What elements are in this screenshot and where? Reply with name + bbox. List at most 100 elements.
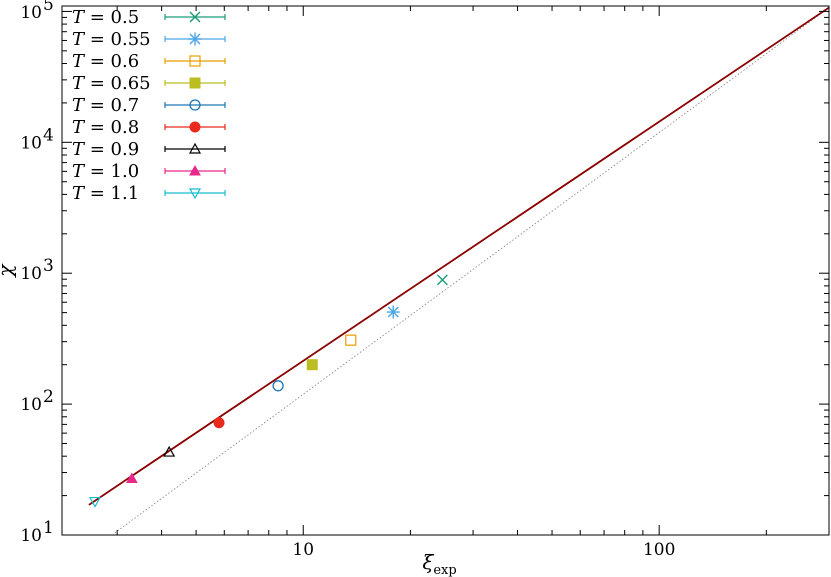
legend-entry: T = 0.5 — [72, 7, 226, 28]
legend-label-variable: T — [72, 7, 86, 28]
legend-label: T = 1.1 — [72, 183, 139, 204]
marker-shape — [189, 55, 201, 67]
y-tick-label: 10 — [20, 526, 42, 546]
data-point — [213, 417, 225, 429]
marker-stroke — [436, 274, 448, 286]
marker-shape — [163, 445, 176, 457]
data-point — [306, 359, 318, 371]
marker-shape — [345, 334, 357, 346]
y-tick-label-base: 10 — [20, 3, 42, 23]
legend-label-value: = 0.5 — [84, 7, 139, 28]
marker-shape — [306, 359, 318, 371]
axis-labels: ξexp χ — [0, 263, 457, 577]
data-point — [163, 445, 176, 457]
legend-marker — [189, 55, 201, 67]
y-tick-label-exponent: 4 — [43, 125, 54, 145]
x-tick-label: 100 — [643, 540, 675, 560]
marker-shape — [126, 472, 138, 484]
marker-stroke — [189, 11, 201, 23]
legend-label-value: = 1.0 — [84, 161, 139, 182]
marker-shape — [189, 77, 201, 89]
legend-entry: T = 0.7 — [72, 95, 226, 116]
data-point — [126, 472, 138, 484]
legend-label: T = 0.5 — [72, 7, 139, 28]
legend-label-value: = 1.1 — [84, 183, 139, 204]
marker-shape — [189, 164, 201, 176]
legend-label-variable: T — [72, 73, 86, 94]
legend-marker — [189, 164, 201, 176]
legend-label-variable: T — [72, 183, 86, 204]
y-tick-label-base: 10 — [20, 264, 42, 284]
fit-line — [88, 6, 829, 506]
data-point — [386, 305, 400, 319]
marker-shape — [188, 142, 202, 154]
legend-label-variable: T — [72, 161, 86, 182]
legend-entry: T = 1.0 — [72, 161, 226, 182]
legend-entry: T = 0.65 — [72, 73, 226, 94]
legend-label-variable: T — [72, 29, 86, 50]
y-axis-label: χ — [0, 263, 17, 279]
legend-entry: T = 0.6 — [72, 51, 226, 72]
legend-marker — [189, 99, 201, 111]
data-point — [436, 274, 448, 286]
y-tick-label: 10 — [20, 395, 42, 415]
data-point — [345, 334, 357, 346]
data-point — [272, 380, 284, 392]
legend-label: T = 0.6 — [72, 51, 139, 72]
legend-label-value: = 0.55 — [84, 29, 151, 50]
legend-entry: T = 0.8 — [72, 117, 226, 138]
legend-label-value: = 0.65 — [84, 73, 151, 94]
plot-area — [61, 5, 830, 536]
legend: T = 0.5T = 0.55T = 0.6T = 0.65T = 0.7T =… — [72, 7, 226, 204]
y-tick-label-base: 10 — [20, 395, 42, 415]
x-tick-label: 10 — [292, 540, 314, 560]
legend-label-value: = 0.7 — [84, 95, 139, 116]
y-tick-label: 10 — [20, 3, 42, 23]
legend-marker — [189, 77, 201, 89]
legend-label: T = 0.65 — [72, 73, 151, 94]
y-tick-label: 10 — [20, 133, 42, 153]
legend-label: T = 0.9 — [72, 139, 139, 160]
data-markers — [88, 274, 448, 508]
legend-entry: T = 0.9 — [72, 139, 226, 160]
marker-shape — [189, 99, 201, 111]
legend-entry: T = 1.1 — [72, 183, 226, 204]
y-tick-label: 10 — [20, 264, 42, 284]
data-point — [88, 496, 102, 508]
marker-shape — [272, 380, 284, 392]
y-tick-label-base: 10 — [20, 133, 42, 153]
legend-marker — [189, 121, 201, 133]
legend-label-value: = 0.8 — [84, 117, 139, 138]
legend-label-variable: T — [72, 139, 86, 160]
plot-frame — [61, 5, 830, 536]
legend-label: T = 0.55 — [72, 29, 151, 50]
marker-shape — [88, 496, 102, 508]
legend-label: T = 0.8 — [72, 117, 139, 138]
y-tick-label-exponent: 3 — [43, 256, 54, 276]
legend-label: T = 1.0 — [72, 161, 139, 182]
y-tick-label-exponent: 5 — [43, 0, 54, 15]
legend-label-value: = 0.6 — [84, 51, 139, 72]
legend-marker — [188, 188, 202, 200]
legend-label-variable: T — [72, 51, 86, 72]
lines — [88, 6, 829, 535]
marker-shape — [188, 188, 202, 200]
y-tick-label-exponent: 2 — [43, 387, 54, 407]
legend-label-variable: T — [72, 95, 86, 116]
legend-marker — [189, 11, 201, 23]
legend-marker — [188, 32, 202, 46]
legend-label: T = 0.7 — [72, 95, 139, 116]
x-axis-label-subscript: exp — [433, 563, 456, 577]
legend-entry: T = 0.55 — [72, 29, 226, 50]
marker-shape — [189, 121, 201, 133]
legend-label-variable: T — [72, 117, 86, 138]
reference-line — [111, 7, 829, 535]
y-tick-label-base: 10 — [20, 526, 42, 546]
legend-label-value: = 0.9 — [84, 139, 139, 160]
legend-marker — [188, 142, 202, 154]
marker-shape — [213, 417, 225, 429]
y-tick-label-exponent: 1 — [43, 518, 54, 538]
x-axis-label: ξexp — [422, 550, 456, 577]
